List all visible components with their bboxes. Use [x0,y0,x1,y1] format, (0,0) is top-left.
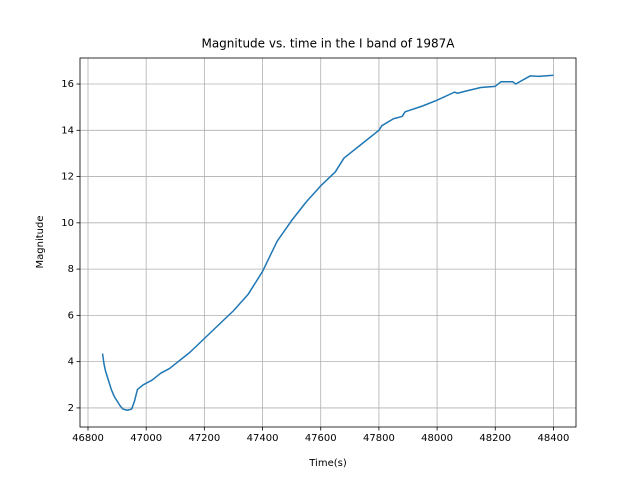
x-tick-label: 47000 [130,433,162,444]
chart-title: Magnitude vs. time in the I band of 1987… [201,37,455,51]
x-tick-label: 47600 [305,433,337,444]
data-line [101,74,554,411]
x-tick-label: 47200 [188,433,220,444]
x-tick-label: 47400 [247,433,279,444]
y-tick-label: 4 [68,357,74,368]
y-tick-label: 16 [61,79,74,90]
x-axis-label: Time(s) [308,458,347,469]
x-tick-label: 46800 [72,433,104,444]
x-tick-label: 48000 [421,433,453,444]
x-tick-label: 48200 [479,433,511,444]
y-tick-label: 12 [61,172,74,183]
plot-frame [79,57,577,428]
y-tick-label: 8 [68,264,74,275]
y-tick-label: 2 [68,403,74,414]
y-axis-label: Magnitude [35,216,46,269]
y-tick-label: 6 [68,310,74,321]
x-tick-label: 47800 [363,433,395,444]
x-tick-label: 48400 [538,433,570,444]
y-tick-label: 14 [61,125,74,136]
y-tick-label: 10 [61,218,74,229]
